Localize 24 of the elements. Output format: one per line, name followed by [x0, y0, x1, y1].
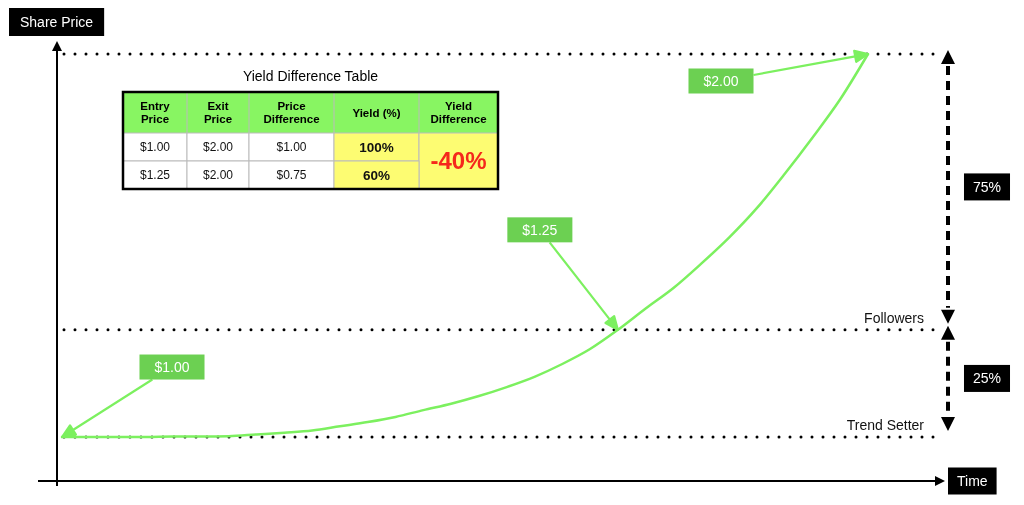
text: Yield Difference Table [242, 68, 379, 84]
text: -40% [430, 147, 487, 175]
x-axis-title: Time [957, 472, 988, 489]
category-label: Price Difference [263, 100, 320, 126]
annotation: $1.25 [522, 221, 558, 238]
text: 25% [972, 370, 1002, 387]
ref-line-label: Followers [864, 309, 924, 326]
annotation: $2.00 [703, 72, 739, 89]
text: $1.25 [139, 168, 171, 183]
category-label: Entry Price [140, 100, 171, 126]
text: 100% [359, 139, 394, 155]
text: $1.00 [276, 140, 307, 155]
text: 60% [362, 167, 391, 183]
text: $1.00 [139, 140, 171, 155]
category-label: Yield Difference [430, 100, 487, 126]
text: 75% [972, 178, 1002, 195]
text: $2.00 [202, 168, 234, 183]
ref-line-label: Trend Setter [846, 417, 925, 434]
y-axis-title: Share Price [19, 13, 94, 30]
category-label: Exit Price [203, 100, 233, 126]
text: $2.00 [202, 140, 234, 155]
text: $0.75 [276, 168, 307, 183]
category-label: Yield (%) [352, 106, 401, 119]
annotation: $1.00 [154, 358, 190, 375]
